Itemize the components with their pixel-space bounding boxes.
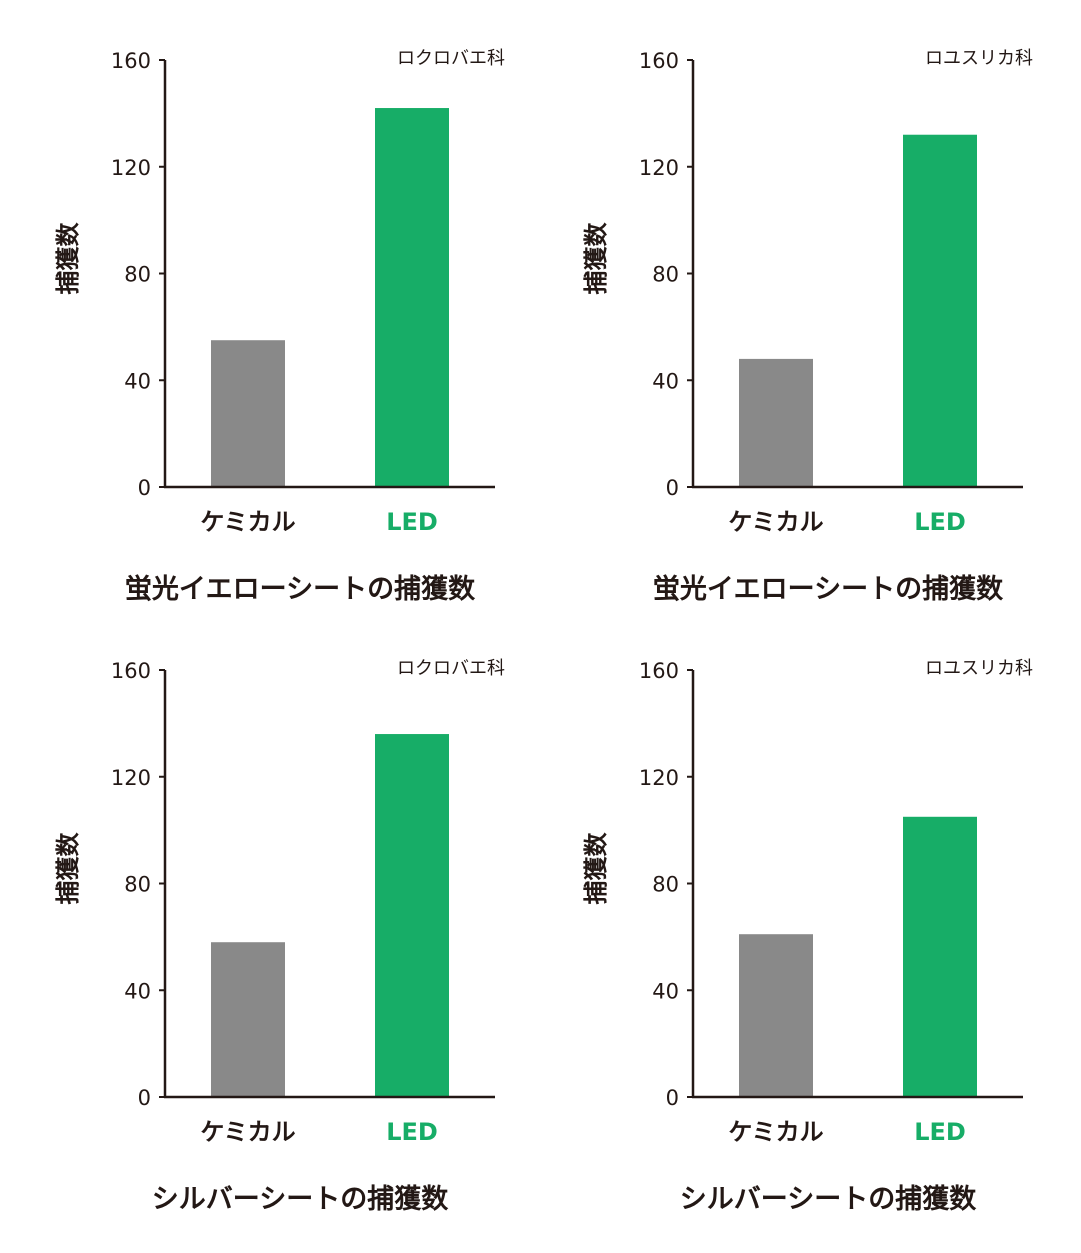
chart-title: シルバーシートの捕獲数 xyxy=(151,1184,449,1215)
bar-chemical xyxy=(211,942,285,1097)
y-axis-label: 捕獲数 xyxy=(54,222,82,295)
y-tick-label: 160 xyxy=(639,659,679,683)
y-tick-label: 80 xyxy=(124,873,151,897)
y-tick-label: 160 xyxy=(639,49,679,73)
chart-panel-3: 0 40 80 120 160 ケミカル LED 捕獲数 ロクロバエ科 シルバーシートの捕獲数 xyxy=(40,640,560,1240)
bar-chemical xyxy=(211,340,285,487)
x-category-label: ケミカル xyxy=(200,508,295,536)
x-category-label: ケミカル xyxy=(728,508,823,536)
y-axis-label: 捕獲数 xyxy=(582,222,610,295)
x-category-label: LED xyxy=(386,1118,438,1146)
y-tick-label: 120 xyxy=(111,156,151,180)
bar-led xyxy=(375,108,449,487)
legend-label: ロクロバエ科 xyxy=(397,48,505,69)
legend-label: ロクロバエ科 xyxy=(397,658,505,679)
y-tick-label: 40 xyxy=(652,979,679,1003)
y-tick-label: 160 xyxy=(111,49,151,73)
x-category-label: LED xyxy=(386,508,438,536)
x-category-label: ケミカル xyxy=(728,1118,823,1146)
y-tick-label: 80 xyxy=(652,263,679,287)
y-tick-label: 80 xyxy=(652,873,679,897)
y-tick-label: 0 xyxy=(138,476,151,500)
bar-chart-3: 0 40 80 120 160 ケミカル LED 捕獲数 ロクロバエ科 xyxy=(54,658,505,1146)
chart-panel-2: 0 40 80 120 160 ケミカル LED 捕獲数 ロユスリカ科 蛍光イエローシートの捕獲… xyxy=(568,30,1081,630)
bar-led xyxy=(903,816,977,1097)
bar-chart-4: 0 40 80 120 160 ケミカル LED 捕獲数 ロユスリカ科 xyxy=(582,658,1033,1146)
x-category-label: LED xyxy=(914,508,966,536)
bar-led xyxy=(375,734,449,1097)
y-tick-label: 40 xyxy=(124,369,151,393)
y-tick-label: 120 xyxy=(111,766,151,790)
bar-chart-1: 0 40 80 120 160 ケミカル LED 捕獲数 ロクロバエ科 xyxy=(54,48,505,536)
chart-title: 蛍光イエローシートの捕獲数 xyxy=(652,574,1004,605)
bar-led xyxy=(903,134,977,487)
x-category-label: ケミカル xyxy=(200,1118,295,1146)
y-tick-label: 40 xyxy=(124,979,151,1003)
y-tick-label: 0 xyxy=(666,1086,679,1110)
y-tick-label: 0 xyxy=(666,476,679,500)
y-tick-label: 40 xyxy=(652,369,679,393)
chart-title: 蛍光イエローシートの捕獲数 xyxy=(124,574,476,605)
bar-chart-2: 0 40 80 120 160 ケミカル LED 捕獲数 ロユスリカ科 xyxy=(582,48,1033,536)
y-tick-label: 160 xyxy=(111,659,151,683)
x-category-label: LED xyxy=(914,1118,966,1146)
chart-title: シルバーシートの捕獲数 xyxy=(679,1184,977,1215)
y-axis-label: 捕獲数 xyxy=(54,832,82,905)
y-tick-label: 120 xyxy=(639,766,679,790)
legend-label: ロユスリカ科 xyxy=(925,48,1033,69)
chart-panel-1: 0 40 80 120 160 ケミカル LED 捕獲数 ロクロバエ科 蛍光イエローシートの捕獲… xyxy=(40,30,560,630)
y-axis-label: 捕獲数 xyxy=(582,832,610,905)
bar-chemical xyxy=(739,358,813,487)
bar-chemical xyxy=(739,934,813,1097)
legend-label: ロユスリカ科 xyxy=(925,658,1033,679)
y-tick-label: 120 xyxy=(639,156,679,180)
y-tick-label: 80 xyxy=(124,263,151,287)
chart-panel-4: 0 40 80 120 160 ケミカル LED 捕獲数 ロユスリカ科 シルバーシートの捕獲数 xyxy=(568,640,1081,1240)
y-tick-label: 0 xyxy=(138,1086,151,1110)
